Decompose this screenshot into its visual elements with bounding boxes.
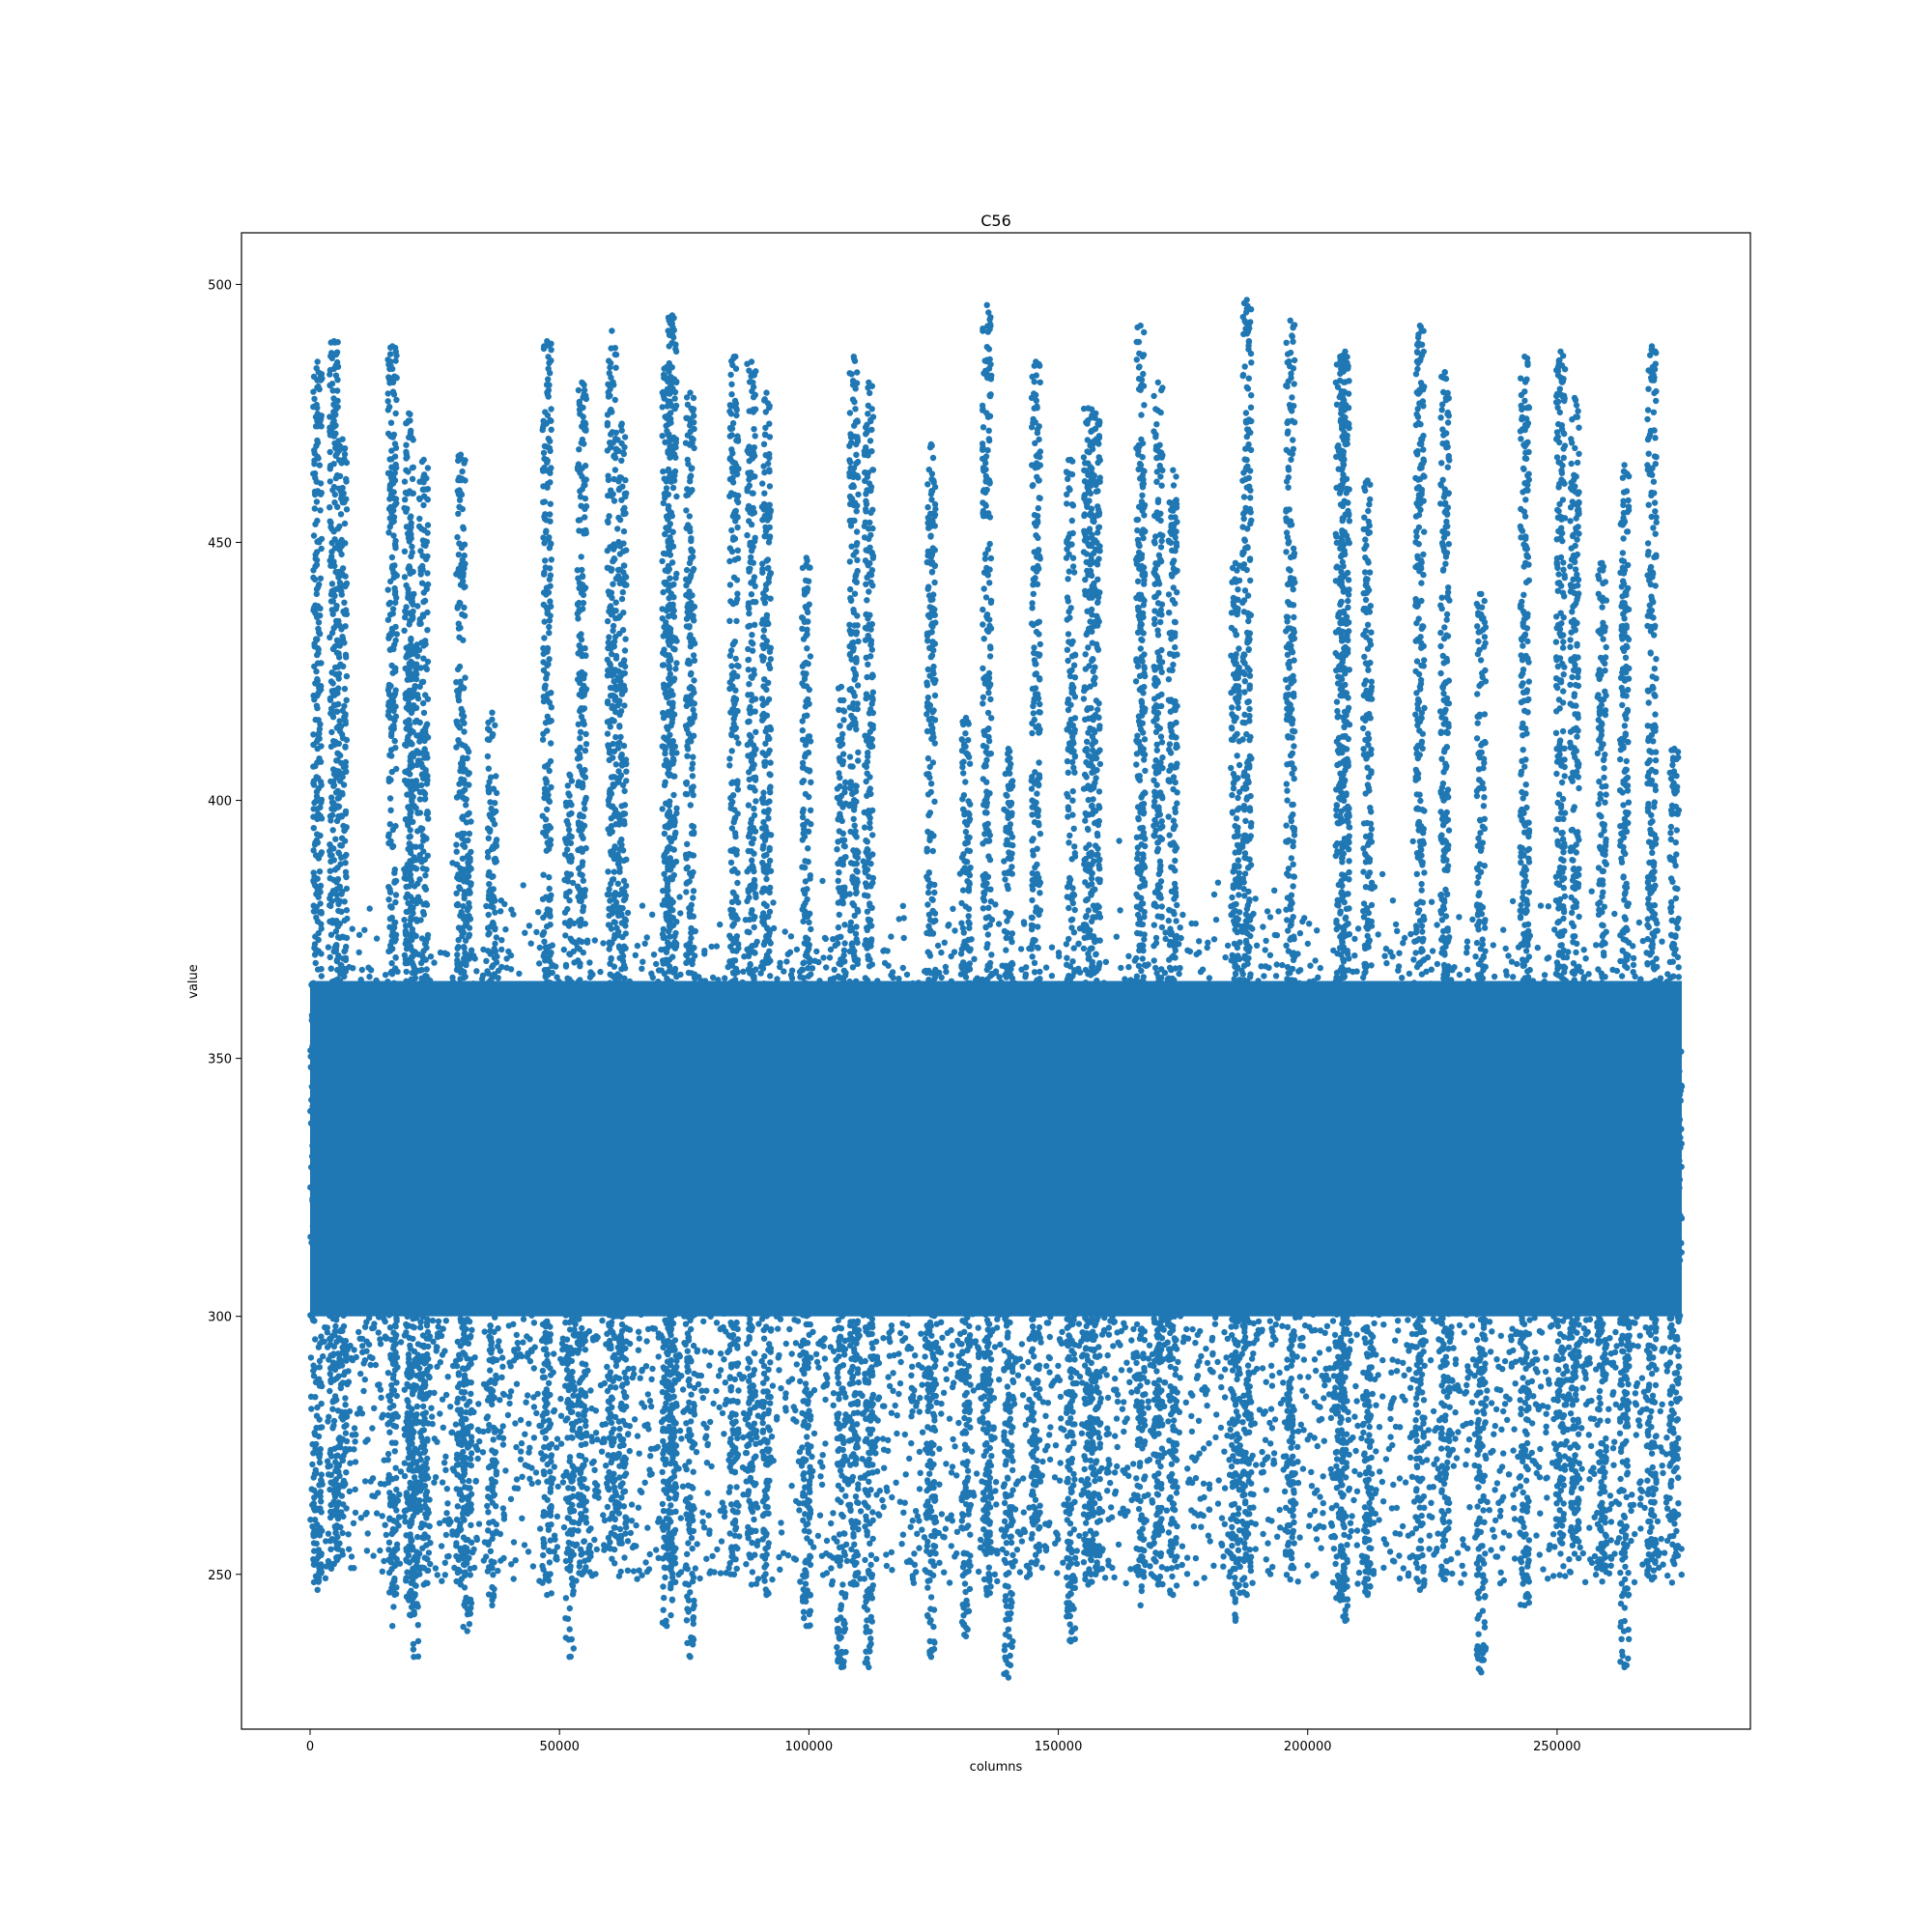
x-tick-label: 150000 bbox=[1035, 1740, 1083, 1754]
y-axis-label: value bbox=[186, 964, 201, 999]
y-tick-label: 500 bbox=[208, 278, 232, 293]
chart-title: C56 bbox=[980, 212, 1011, 230]
x-tick-label: 100000 bbox=[785, 1740, 834, 1754]
x-axis-label: columns bbox=[970, 1760, 1023, 1775]
y-tick-label: 250 bbox=[208, 1569, 232, 1583]
y-tick-label: 400 bbox=[208, 795, 232, 810]
y-axis: 250 300 350 400 450 500 bbox=[208, 278, 242, 1583]
scatter-point-cloud bbox=[307, 297, 1686, 1681]
x-axis: 0 50000 100000 150000 200000 250000 bbox=[306, 1729, 1581, 1754]
x-tick-label: 50000 bbox=[540, 1740, 580, 1754]
scatter-points bbox=[307, 297, 1686, 1681]
y-tick-label: 450 bbox=[208, 536, 232, 551]
x-tick-label: 0 bbox=[306, 1740, 314, 1754]
plot-area-frame bbox=[241, 232, 1751, 1730]
x-tick-label: 250000 bbox=[1533, 1740, 1581, 1754]
y-tick-label: 300 bbox=[208, 1311, 232, 1325]
x-tick-label: 200000 bbox=[1284, 1740, 1332, 1754]
y-tick-label: 350 bbox=[208, 1053, 232, 1067]
